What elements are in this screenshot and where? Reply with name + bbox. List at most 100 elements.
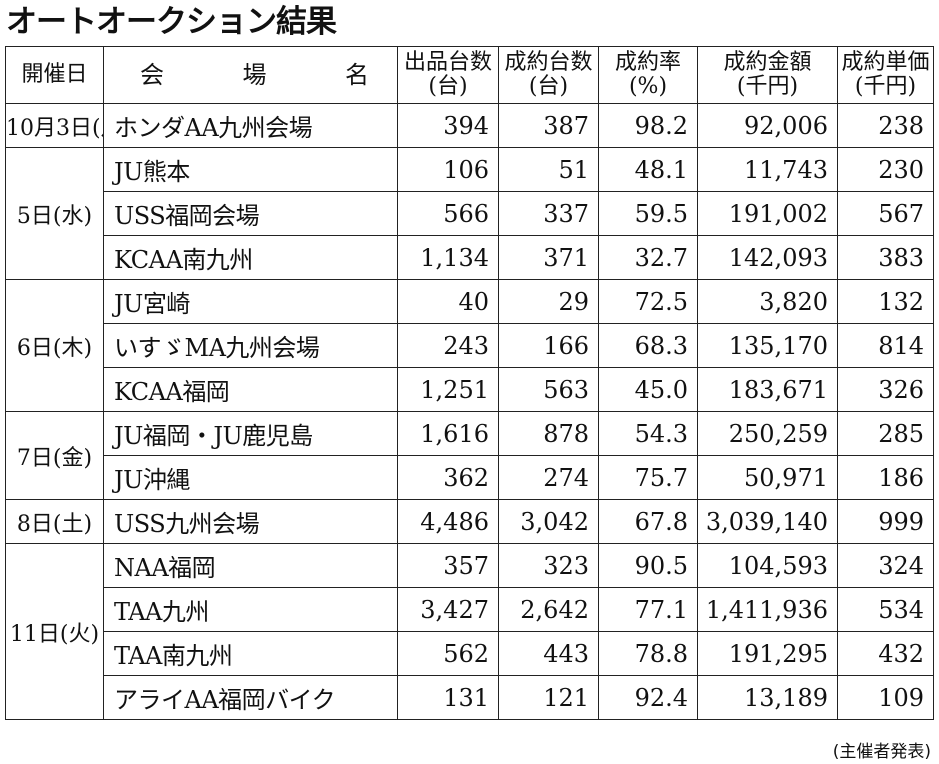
table-row: TAA九州 3,427 2,642 77.1 1,411,936 534 (6, 587, 934, 632)
date-cell: 5日(水) (5, 147, 104, 280)
rate-cell: 75.7 (598, 455, 698, 500)
table-row: 11日(火) NAA福岡 357 323 90.5 104,593 324 (5, 543, 934, 720)
sold-cell: 2,642 (498, 587, 599, 632)
sold-cell: 274 (498, 455, 599, 500)
listed-cell: 562 (397, 631, 499, 676)
header-sold-unit: (台) (528, 74, 569, 99)
rate-cell: 90.5 (598, 543, 698, 588)
unit-price-cell: 999 (837, 499, 934, 544)
date-cell: 6日(木) (5, 279, 104, 412)
unit-price-cell: 383 (837, 235, 934, 280)
sold-cell: 29 (498, 279, 599, 324)
listed-cell: 1,251 (397, 367, 499, 412)
rate-cell: 67.8 (598, 499, 698, 544)
listed-cell: 106 (397, 147, 499, 192)
header-listed-label: 出品台数 (403, 50, 492, 75)
listed-cell: 357 (397, 543, 499, 588)
header-unit-price-label: 成約単価 (841, 50, 930, 75)
venue-cell: KCAA福岡 (103, 367, 398, 412)
venue-cell: いすゞMA九州会場 (103, 323, 398, 368)
table-row: KCAA南九州 1,134 371 32.7 142,093 383 (6, 235, 934, 280)
amount-cell: 250,259 (697, 411, 838, 456)
venue-cell: USS福岡会場 (103, 191, 398, 236)
auction-results-table: 開催日 会 場 名 出品台数 (台) 成約台数 (台) 成約率 (%) (5, 46, 934, 720)
listed-cell: 243 (397, 323, 499, 368)
venue-cell: KCAA南九州 (103, 235, 398, 280)
table-row: KCAA福岡 1,251 563 45.0 183,671 326 (6, 367, 934, 412)
rate-cell: 45.0 (598, 367, 698, 412)
amount-cell: 50,971 (697, 455, 838, 500)
rate-cell: 98.2 (598, 103, 698, 148)
listed-cell: 394 (397, 103, 499, 148)
amount-cell: 3,039,140 (697, 499, 838, 544)
header-listed-unit: (台) (428, 74, 468, 99)
amount-cell: 191,295 (697, 631, 838, 676)
date-cell: 11日(火) (5, 543, 104, 720)
amount-cell: 11,743 (697, 147, 838, 192)
unit-price-cell: 238 (837, 103, 934, 148)
header-amount: 成約金額 (千円) (697, 46, 838, 104)
table-row: アライAA福岡バイク 131 121 92.4 13,189 109 (6, 675, 934, 720)
header-sold: 成約台数 (台) (498, 46, 599, 104)
header-rate: 成約率 (%) (598, 46, 698, 104)
listed-cell: 1,616 (397, 411, 499, 456)
rate-cell: 72.5 (598, 279, 698, 324)
amount-cell: 92,006 (697, 103, 838, 148)
table-row: 6日(木) JU宮崎 40 29 72.5 3,820 132 (5, 279, 934, 412)
table-row: 7日(金) JU福岡・JU鹿児島 1,616 878 54.3 250,259 285 (5, 411, 934, 500)
table-row: 5日(水) JU熊本 106 51 48.1 11,743 230 (5, 147, 934, 280)
unit-price-cell: 186 (837, 455, 934, 500)
unit-price-cell: 814 (837, 323, 934, 368)
header-row: 開催日 会 場 名 出品台数 (台) 成約台数 (台) 成約率 (%) (5, 46, 934, 104)
amount-cell: 191,002 (697, 191, 838, 236)
rate-cell: 78.8 (598, 631, 698, 676)
rate-cell: 32.7 (598, 235, 698, 280)
listed-cell: 40 (397, 279, 499, 324)
header-unit-price-unit: (千円) (854, 74, 917, 99)
table-row: いすゞMA九州会場 243 166 68.3 135,170 814 (6, 323, 934, 368)
unit-price-cell: 324 (837, 543, 934, 588)
table-row: USS福岡会場 566 337 59.5 191,002 567 (6, 191, 934, 236)
sold-cell: 563 (498, 367, 599, 412)
table-row: 8日(土) USS九州会場 4,486 3,042 67.8 3,039,140 999 (5, 499, 934, 544)
table-row: JU沖縄 362 274 75.7 50,971 186 (6, 455, 934, 500)
rate-cell: 48.1 (598, 147, 698, 192)
amount-cell: 142,093 (697, 235, 838, 280)
listed-cell: 4,486 (397, 499, 499, 544)
sold-cell: 51 (498, 147, 599, 192)
date-cell: 8日(土) (5, 499, 104, 544)
header-date: 開催日 (5, 46, 104, 104)
venue-cell: アライAA福岡バイク (103, 675, 398, 720)
sold-cell: 121 (498, 675, 599, 720)
header-venue-char-2: 場 (242, 61, 267, 89)
venue-cell: ホンダAA九州会場 (103, 103, 398, 148)
header-venue-char-1: 会 (140, 61, 164, 89)
unit-price-cell: 567 (837, 191, 934, 236)
header-listed: 出品台数 (台) (397, 46, 499, 104)
unit-price-cell: 230 (837, 147, 934, 192)
date-cell: 7日(金) (5, 411, 104, 500)
sold-cell: 323 (498, 543, 599, 588)
header-sold-label: 成約台数 (504, 50, 593, 75)
header-rate-label: 成約率 (614, 50, 681, 75)
amount-cell: 3,820 (697, 279, 838, 324)
listed-cell: 3,427 (397, 587, 499, 632)
listed-cell: 566 (397, 191, 499, 236)
sold-cell: 3,042 (498, 499, 599, 544)
table-row: TAA南九州 562 443 78.8 191,295 432 (6, 631, 934, 676)
header-unit-price: 成約単価 (千円) (837, 46, 934, 104)
header-amount-label: 成約金額 (723, 50, 812, 75)
venue-cell: TAA九州 (103, 587, 398, 632)
unit-price-cell: 534 (837, 587, 934, 632)
listed-cell: 362 (397, 455, 499, 500)
rate-cell: 92.4 (598, 675, 698, 720)
rate-cell: 59.5 (598, 191, 698, 236)
sold-cell: 337 (498, 191, 599, 236)
venue-cell: JU沖縄 (103, 455, 398, 500)
venue-cell: NAA福岡 (103, 543, 398, 588)
header-venue: 会 場 名 (103, 46, 398, 104)
unit-price-cell: 326 (837, 367, 934, 412)
amount-cell: 13,189 (697, 675, 838, 720)
listed-cell: 1,134 (397, 235, 499, 280)
